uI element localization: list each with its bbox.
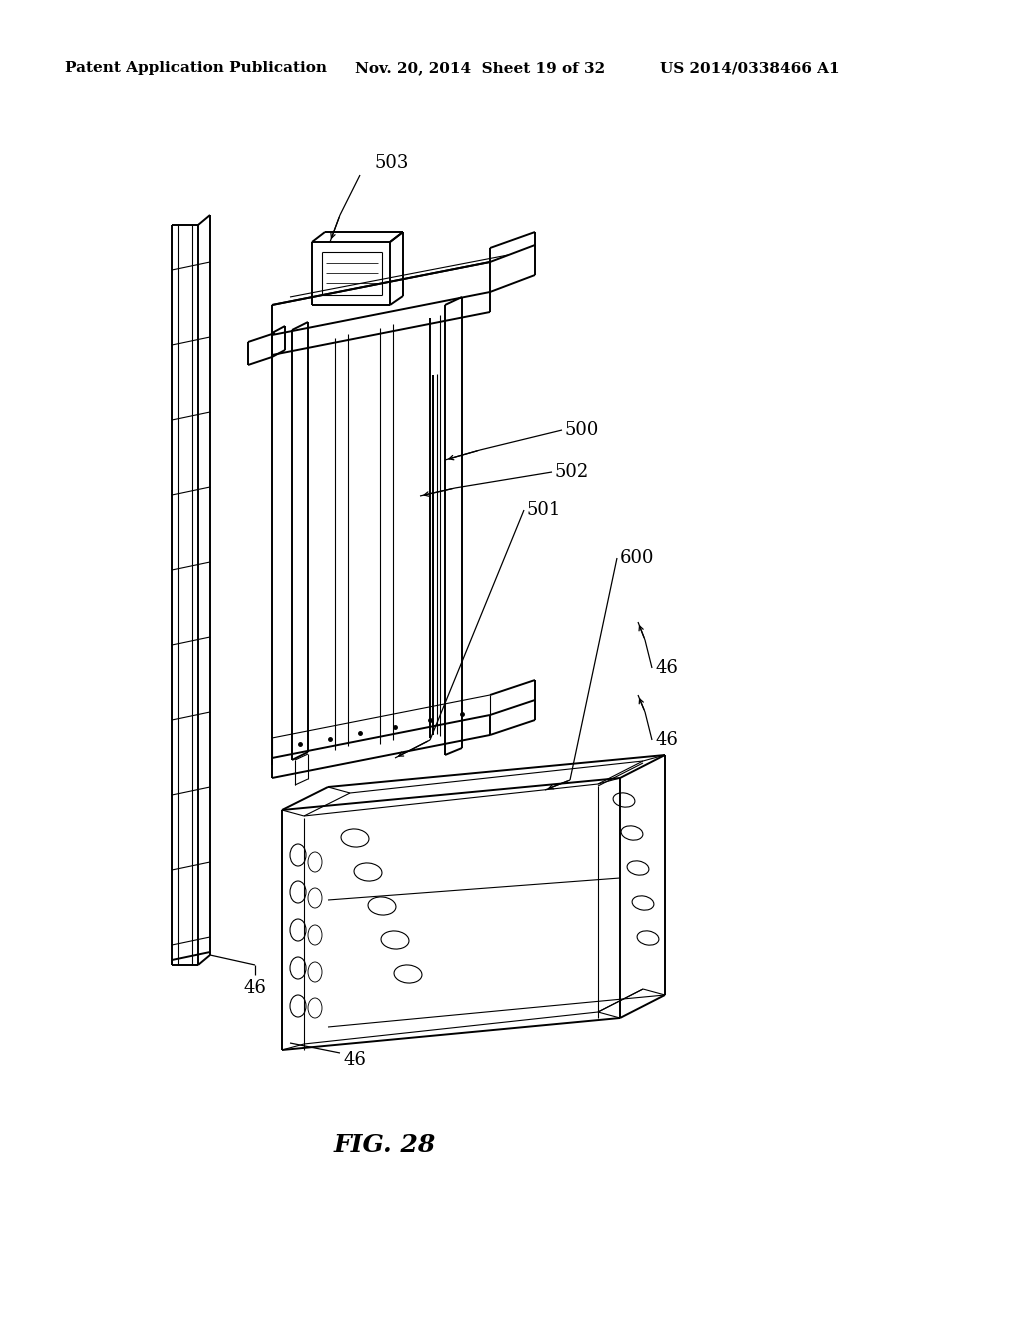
Text: 500: 500 [565, 421, 599, 440]
Text: Nov. 20, 2014  Sheet 19 of 32: Nov. 20, 2014 Sheet 19 of 32 [355, 61, 605, 75]
Text: 46: 46 [655, 659, 678, 677]
Text: 501: 501 [527, 502, 561, 519]
Text: 503: 503 [375, 154, 410, 172]
Text: 46: 46 [655, 731, 678, 748]
Text: 502: 502 [555, 463, 589, 480]
Text: 46: 46 [244, 979, 266, 997]
Text: FIG. 28: FIG. 28 [334, 1133, 436, 1158]
Text: US 2014/0338466 A1: US 2014/0338466 A1 [660, 61, 840, 75]
Text: 46: 46 [344, 1051, 367, 1069]
Text: 600: 600 [620, 549, 654, 568]
Text: Patent Application Publication: Patent Application Publication [65, 61, 327, 75]
